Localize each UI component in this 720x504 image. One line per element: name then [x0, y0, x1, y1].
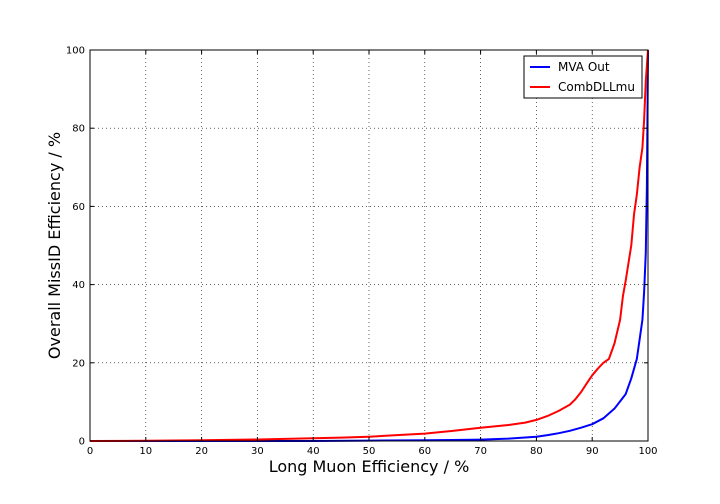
x-tick-label: 50 [363, 446, 376, 457]
grid [89, 49, 649, 442]
x-tick-label: 60 [418, 446, 431, 457]
y-tick-label: 0 [79, 437, 85, 448]
y-tick-label: 80 [72, 124, 85, 135]
x-tick-label: 90 [586, 446, 599, 457]
x-tick-label: 100 [638, 446, 657, 457]
x-tick-label: 20 [195, 446, 208, 457]
y-tick-label: 40 [72, 280, 85, 291]
x-tick-label: 0 [87, 446, 93, 457]
x-tick-label: 80 [530, 446, 543, 457]
x-tick-label: 40 [307, 446, 320, 457]
x-tick-label: 10 [139, 446, 152, 457]
series-line-combdllmu [89, 49, 649, 442]
x-tick-label: 30 [251, 446, 264, 457]
y-tick-label: 60 [72, 202, 85, 213]
x-tick-label: 70 [474, 446, 487, 457]
legend-label-combdllmu: CombDLLmu [558, 80, 635, 94]
y-tick-label: 20 [72, 358, 85, 369]
legend: MVA Out CombDLLmu [523, 55, 643, 99]
y-axis-label: Overall MissID Efficiency / % [45, 132, 64, 359]
tick-labels: 0 10 20 30 40 50 60 70 80 90 100 0 20 40 60 80 100 [66, 46, 658, 458]
legend-box [523, 55, 643, 99]
x-axis-label: Long Muon Efficiency / % [269, 457, 470, 476]
y-tick-label: 100 [66, 46, 85, 57]
axis-ticks [89, 49, 649, 442]
legend-label-mva-out: MVA Out [558, 60, 610, 74]
